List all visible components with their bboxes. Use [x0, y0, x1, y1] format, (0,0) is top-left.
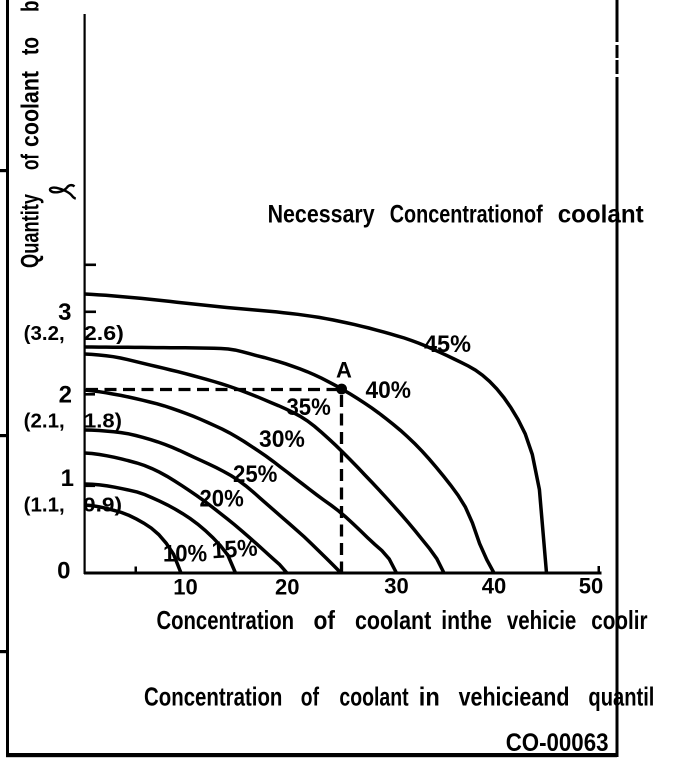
svg-text:of: of	[17, 154, 45, 170]
svg-text:Quantity: Quantity	[17, 194, 45, 268]
svg-text:Concentration: Concentration	[144, 682, 282, 712]
svg-text:15%: 15%	[211, 535, 258, 565]
svg-text:40%: 40%	[366, 377, 412, 404]
svg-text:quantil: quantil	[588, 682, 654, 712]
svg-text:45%: 45%	[424, 331, 471, 358]
svg-text:3: 3	[58, 299, 71, 326]
svg-text:20: 20	[275, 575, 299, 600]
svg-text:of: of	[314, 605, 336, 635]
svg-text:vehicieand: vehicieand	[459, 682, 570, 712]
svg-text:coolant: coolant	[558, 201, 645, 229]
svg-text:(1.1,: (1.1,	[24, 495, 65, 517]
svg-text:coolir: coolir	[591, 605, 647, 635]
svg-text:30%: 30%	[259, 426, 305, 453]
svg-text:A: A	[336, 358, 352, 383]
svg-text:be: be	[17, 0, 45, 12]
svg-text:coolant: coolant	[17, 70, 45, 147]
svg-text:10%: 10%	[163, 541, 207, 568]
svg-text:2: 2	[59, 382, 72, 409]
svg-text:1: 1	[61, 465, 74, 492]
svg-text:1.8): 1.8)	[84, 411, 122, 433]
svg-text:vehicie: vehicie	[507, 605, 576, 635]
svg-text:of: of	[301, 682, 319, 712]
svg-text:30: 30	[384, 574, 408, 599]
svg-text:to: to	[17, 37, 45, 55]
svg-text:40: 40	[482, 574, 506, 599]
svg-text:2.6): 2.6)	[84, 323, 124, 345]
svg-text:in: in	[419, 682, 440, 712]
svg-text:50: 50	[579, 574, 603, 599]
svg-text:Concentration: Concentration	[157, 605, 295, 635]
svg-text:coolant: coolant	[339, 682, 408, 712]
svg-text:(2.1,: (2.1,	[24, 411, 65, 433]
svg-text:0: 0	[57, 558, 70, 585]
svg-text:inthe: inthe	[441, 605, 492, 635]
svg-text:coolant: coolant	[355, 605, 432, 635]
svg-text:35%: 35%	[287, 394, 331, 421]
svg-text:0.9): 0.9)	[83, 495, 122, 517]
svg-text:CO-00063: CO-00063	[506, 729, 609, 757]
svg-text:Necessary: Necessary	[268, 201, 375, 229]
svg-text:Concentrationof: Concentrationof	[390, 201, 544, 229]
svg-text:10: 10	[173, 575, 197, 600]
svg-text:25%: 25%	[233, 461, 277, 488]
svg-text:(3.2,: (3.2,	[24, 323, 65, 345]
svg-text:20%: 20%	[200, 486, 244, 513]
